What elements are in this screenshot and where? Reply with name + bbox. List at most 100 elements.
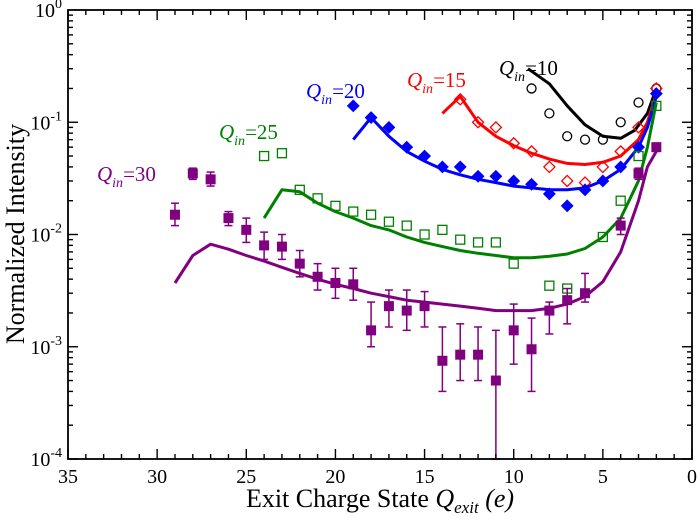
data-point: [366, 325, 377, 336]
data-point: [187, 168, 198, 179]
data-point: [525, 177, 538, 191]
y-tick-label-base: 10: [30, 112, 50, 134]
data-point: [276, 148, 288, 159]
data-point: [578, 183, 592, 197]
series-label-subscript: in: [422, 82, 433, 97]
data-point: [205, 174, 216, 185]
x-tick-label: 0: [687, 466, 697, 488]
series-label-symbol: Q: [97, 162, 112, 186]
x-tick-label: 30: [147, 466, 167, 488]
data-point: [471, 115, 485, 129]
x-tick-label: 20: [325, 466, 345, 488]
data-point: [614, 144, 628, 158]
data-point: [401, 305, 412, 316]
y-tick-label-base: 10: [30, 449, 50, 471]
data-point: [562, 295, 573, 306]
data-point: [472, 237, 484, 248]
y-tick-label: 10-2: [30, 222, 62, 247]
data-point: [542, 187, 556, 201]
data-point: [455, 349, 466, 360]
data-point: [330, 277, 341, 288]
y-tick-label-base: 10: [30, 225, 50, 247]
data-point: [312, 193, 323, 204]
data-point: [615, 195, 626, 206]
data-point: [348, 279, 359, 290]
data-point: [418, 149, 431, 163]
data-point: [455, 234, 466, 245]
data-point: [453, 160, 467, 174]
data-point: [526, 83, 537, 94]
series-label-subscript: in: [234, 134, 245, 149]
x-tick-label: 35: [58, 466, 78, 488]
data-point: [330, 200, 341, 211]
data-point: [437, 224, 448, 236]
data-point: [596, 174, 610, 188]
y-tick-label-base: 10: [35, 0, 55, 22]
series-label-symbol: Q: [407, 68, 422, 92]
data-point: [544, 305, 555, 316]
data-point: [633, 97, 644, 108]
x-axis-title-symbol: Q: [435, 484, 454, 513]
data-point: [525, 144, 538, 158]
data-point: [419, 301, 430, 312]
y-tick-label-exponent: -4: [50, 446, 62, 461]
data-point: [544, 280, 555, 291]
x-axis-title-text: Exit Charge State: [246, 484, 429, 513]
y-tick-label: 10-4: [30, 446, 62, 471]
data-point: [597, 231, 609, 243]
series-label: Qin=20: [306, 79, 365, 108]
series-label-symbol: Q: [306, 79, 321, 103]
data-point: [435, 160, 449, 174]
series-label: Qin=30: [97, 162, 156, 191]
x-tick-label: 15: [415, 466, 435, 488]
x-axis-title: Exit Charge State Qexit (e): [246, 484, 514, 519]
data-point: [579, 134, 591, 145]
x-axis-title-subscript: exit: [454, 498, 480, 517]
data-point: [400, 140, 414, 154]
series-curve: [352, 95, 658, 192]
data-point: [490, 237, 502, 248]
series-label-value: =10: [525, 56, 558, 80]
data-point: [346, 99, 360, 113]
y-tick-label: 10-1: [30, 109, 62, 134]
x-tick-label: 25: [236, 466, 256, 488]
series-label-value: =15: [433, 68, 466, 92]
data-point: [419, 229, 430, 240]
y-tick-label: 100: [35, 0, 62, 22]
data-point: [383, 301, 394, 312]
data-point: [490, 375, 501, 386]
data-point: [294, 258, 305, 269]
y-tick-label-base: 10: [30, 337, 50, 359]
data-point: [348, 206, 359, 217]
x-tick-label: 10: [504, 466, 524, 488]
series-label-symbol: Q: [499, 56, 514, 80]
series-label-value: =20: [332, 79, 365, 103]
data-point: [580, 288, 591, 299]
y-tick-label: 10-3: [30, 334, 62, 359]
data-point: [294, 184, 305, 195]
series-label-subscript: in: [514, 70, 525, 85]
data-point: [562, 131, 573, 142]
data-point: [241, 224, 252, 235]
data-point: [437, 355, 448, 366]
data-point: [597, 134, 609, 145]
y-tick-label-exponent: 0: [55, 0, 62, 12]
data-point: [382, 120, 396, 134]
series-label: Qin=25: [219, 120, 278, 149]
data-point: [259, 240, 270, 251]
data-point: [544, 108, 555, 119]
data-point: [596, 160, 610, 174]
data-point: [614, 160, 628, 174]
y-axis-title: Normalized Intensity: [1, 124, 30, 344]
series-label: Qin=15: [407, 68, 466, 97]
series-label-subscript: in: [112, 176, 123, 191]
data-point: [364, 111, 378, 125]
chart-marks: [169, 67, 663, 460]
data-point: [649, 87, 663, 101]
x-tick-label: 5: [598, 466, 608, 488]
data-point: [615, 117, 626, 128]
data-point: [401, 220, 412, 231]
data-point: [508, 325, 519, 336]
